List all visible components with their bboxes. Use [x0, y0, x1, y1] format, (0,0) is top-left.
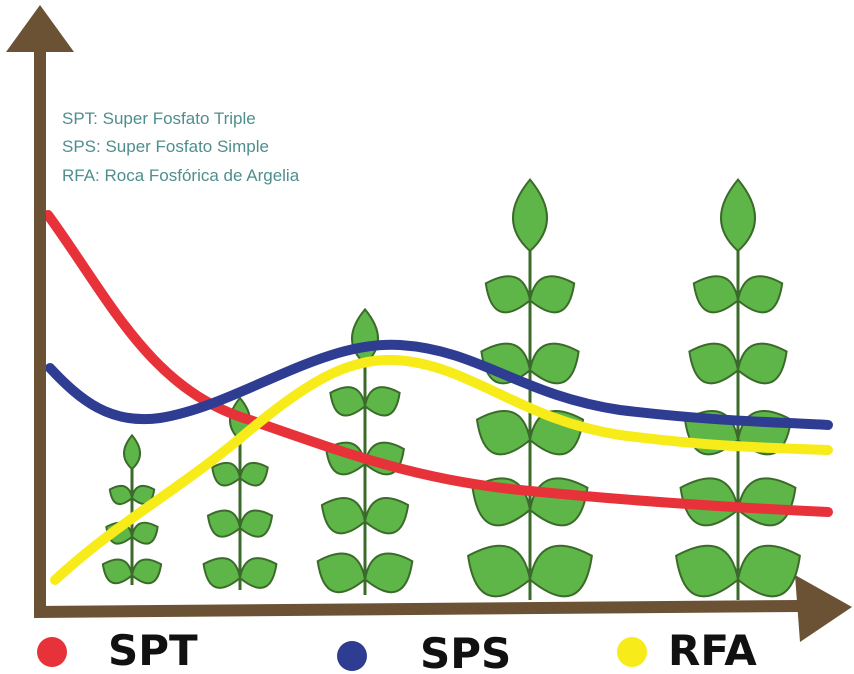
page: {"notes": ["SPT: Super Fosfato Triple", …	[0, 0, 854, 674]
leaf	[352, 309, 378, 364]
x-axis	[34, 606, 800, 612]
legend-label: SPS	[420, 629, 511, 674]
leaf	[240, 463, 268, 486]
y-arrow	[6, 5, 74, 52]
leaf	[365, 498, 408, 533]
leaf	[676, 546, 738, 597]
note: SPT: Super Fosfato Triple	[62, 109, 256, 128]
leaf	[530, 344, 579, 384]
leaf	[486, 276, 530, 312]
illustration: SPT: Super Fosfato Triple SPS: Super Fos…	[0, 0, 854, 674]
leaf	[365, 553, 412, 592]
leaf	[530, 276, 574, 312]
leaf	[212, 463, 240, 486]
leaf	[513, 180, 547, 251]
legend-label: SPT	[108, 626, 198, 674]
legend-dot	[337, 641, 367, 671]
leaf	[694, 276, 738, 312]
leaf	[530, 546, 592, 597]
leaf	[110, 486, 132, 504]
leaf	[738, 276, 782, 312]
leaf	[240, 510, 272, 536]
note: SPS: Super Fosfato Simple	[62, 137, 269, 156]
leaf	[132, 559, 161, 583]
leaf	[738, 344, 787, 384]
leaf	[208, 510, 240, 536]
leaf	[738, 478, 795, 525]
leaf	[330, 387, 365, 415]
leaf	[240, 558, 276, 588]
leaf	[132, 523, 158, 544]
leaf	[103, 559, 132, 583]
leaf	[477, 411, 530, 454]
x-arrow	[795, 575, 852, 642]
leaf	[689, 344, 738, 384]
legend-dot	[617, 637, 647, 667]
leaf	[318, 553, 365, 592]
leaf	[204, 558, 240, 588]
leaf	[322, 498, 365, 533]
leaf	[365, 387, 400, 415]
plants	[103, 180, 800, 600]
leaf	[124, 435, 140, 469]
leaf	[738, 546, 800, 597]
legend-dot	[37, 637, 67, 667]
leaf	[530, 478, 587, 525]
leaf	[721, 180, 755, 251]
legend-label: RFA	[668, 626, 757, 674]
note: RFA: Roca Fosfórica de Argelia	[62, 166, 300, 185]
leaf	[468, 546, 530, 597]
